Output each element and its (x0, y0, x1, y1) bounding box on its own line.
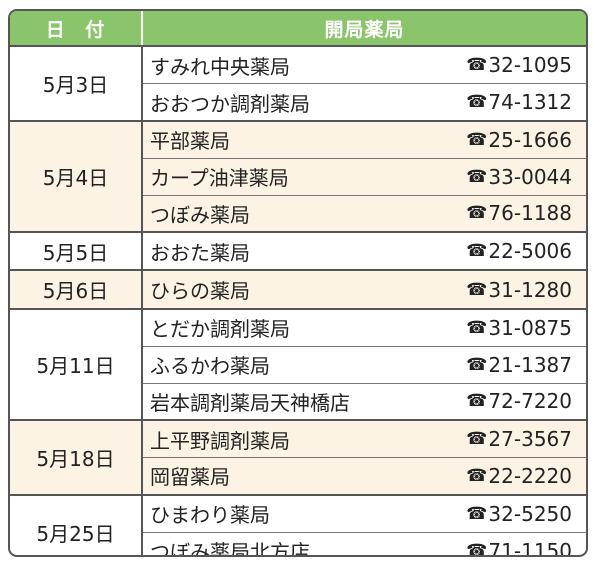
date-group: 5月5日 おおた薬局 ☎ 22-5006 (10, 230, 586, 270)
date-group: 5月25日 ひまわり薬局 ☎ 32-5250 つぼみ薬局北方店 ☎ 71-1150 (10, 493, 586, 557)
pharmacy-name: ひらの薬局 (150, 279, 250, 304)
table-row: 上平野調剤薬局 ☎ 27-3567 (143, 421, 586, 457)
pharmacy-name: 岡留薬局 (150, 465, 230, 490)
pharmacy-name: おおた薬局 (150, 240, 250, 265)
phone-icon: ☎ (466, 354, 488, 375)
pharmacy-name: おおつか調剤薬局 (150, 91, 310, 116)
phone-number: ☎ 72-7220 (466, 389, 572, 413)
phone-number-value: 71-1150 (488, 538, 572, 557)
phone-icon: ☎ (466, 391, 488, 412)
phone-number-value: 33-0044 (488, 164, 572, 189)
pharmacy-name: ふるかわ薬局 (150, 354, 270, 379)
phone-icon: ☎ (466, 55, 488, 76)
date-group: 5月11日 とだか調剤薬局 ☎ 31-0875 ふるかわ薬局 ☎ 21-1387 岩本調剤薬局… (10, 307, 586, 419)
phone-number-value: 31-1280 (488, 277, 572, 302)
phone-icon: ☎ (466, 129, 488, 150)
pharmacy-list: すみれ中央薬局 ☎ 32-1095 おおつか調剤薬局 ☎ 74-1312 (143, 47, 586, 120)
table-header: 日 付 開局薬局 (10, 11, 586, 45)
phone-number: ☎ 74-1312 (466, 90, 572, 114)
phone-number-value: 32-1095 (488, 53, 572, 78)
pharmacy-list: ひまわり薬局 ☎ 32-5250 つぼみ薬局北方店 ☎ 71-1150 (143, 496, 586, 557)
phone-number-value: 72-7220 (488, 389, 572, 414)
phone-number: ☎ 27-3567 (466, 427, 572, 451)
table-row: とだか調剤薬局 ☎ 31-0875 (143, 310, 586, 346)
phone-number: ☎ 25-1666 (466, 128, 572, 152)
pharmacy-schedule-table: 日 付 開局薬局 5月3日 すみれ中央薬局 ☎ 32-1095 おおつか調剤薬局 ☎ 74-… (8, 9, 588, 557)
table-row: おおた薬局 ☎ 22-5006 (143, 233, 586, 269)
phone-number-value: 76-1188 (488, 201, 572, 226)
phone-icon: ☎ (466, 166, 488, 187)
pharmacy-name: 上平野調剤薬局 (150, 428, 290, 453)
date-cell: 5月25日 (10, 495, 143, 555)
pharmacy-column-header: 開局薬局 (324, 18, 405, 41)
phone-number-value: 32-5250 (488, 501, 572, 526)
date-cell: 5月5日 (10, 232, 143, 270)
phone-number-value: 22-2220 (488, 463, 572, 488)
pharmacy-name: 岩本調剤薬局天神橋店 (150, 390, 350, 415)
pharmacy-name: つぼみ薬局北方店 (150, 540, 310, 557)
phone-icon: ☎ (466, 92, 488, 113)
pharmacy-name: 平部薬局 (150, 129, 230, 154)
date-column-header: 日 付 (10, 11, 143, 45)
phone-icon: ☎ (466, 203, 488, 224)
table-row: ひまわり薬局 ☎ 32-5250 (143, 496, 586, 532)
date-cell: 5月4日 (10, 121, 143, 231)
phone-number-value: 25-1666 (488, 127, 572, 152)
pharmacy-name: ひまわり薬局 (150, 503, 270, 528)
date-cell: 5月6日 (10, 271, 143, 308)
pharmacy-list: 上平野調剤薬局 ☎ 27-3567 岡留薬局 ☎ 22-2220 (143, 421, 586, 494)
phone-number: ☎ 31-1280 (466, 278, 572, 302)
table-row: 岩本調剤薬局天神橋店 ☎ 72-7220 (143, 382, 586, 419)
phone-number: ☎ 31-0875 (466, 316, 572, 340)
date-group: 5月18日 上平野調剤薬局 ☎ 27-3567 岡留薬局 ☎ 22-2220 (10, 418, 586, 494)
date-group: 5月6日 ひらの薬局 ☎ 31-1280 (10, 269, 586, 308)
table-body: 5月3日 すみれ中央薬局 ☎ 32-1095 おおつか調剤薬局 ☎ 74-1312 5月4日平… (10, 45, 586, 557)
table-row: ふるかわ薬局 ☎ 21-1387 (143, 346, 586, 382)
phone-number-value: 21-1387 (488, 352, 572, 377)
date-group: 5月4日 平部薬局 ☎ 25-1666 カープ油津薬局 ☎ 33-0044 つぼみ薬局 ☎ 76-… (10, 119, 586, 231)
phone-number-value: 31-0875 (488, 315, 572, 340)
pharmacy-list: ひらの薬局 ☎ 31-1280 (143, 271, 586, 307)
table-row: 岡留薬局 ☎ 22-2220 (143, 457, 586, 493)
date-cell: 5月3日 (10, 47, 143, 120)
phone-number: ☎ 71-1150 (466, 538, 572, 557)
table-row: 平部薬局 ☎ 25-1666 (143, 122, 586, 158)
phone-number: ☎ 76-1188 (466, 201, 572, 225)
phone-icon: ☎ (466, 317, 488, 338)
phone-number-value: 27-3567 (488, 427, 572, 452)
table-row: つぼみ薬局 ☎ 76-1188 (143, 194, 586, 231)
table-row: すみれ中央薬局 ☎ 32-1095 (143, 47, 586, 83)
phone-number: ☎ 32-5250 (466, 502, 572, 526)
table-row: おおつか調剤薬局 ☎ 74-1312 (143, 83, 586, 119)
phone-number: ☎ 33-0044 (466, 165, 572, 189)
phone-number-value: 74-1312 (488, 90, 572, 115)
phone-icon: ☎ (466, 465, 488, 486)
pharmacy-list: 平部薬局 ☎ 25-1666 カープ油津薬局 ☎ 33-0044 つぼみ薬局 ☎ 76-1188 (143, 122, 586, 231)
table-row: カープ油津薬局 ☎ 33-0044 (143, 158, 586, 194)
pharmacy-list: とだか調剤薬局 ☎ 31-0875 ふるかわ薬局 ☎ 21-1387 岩本調剤薬局天神橋店 ☎… (143, 310, 586, 419)
pharmacy-name: カープ油津薬局 (150, 166, 289, 191)
table-row: つぼみ薬局北方店 ☎ 71-1150 (143, 532, 586, 557)
pharmacy-list: おおた薬局 ☎ 22-5006 (143, 233, 586, 269)
phone-number-value: 22-5006 (488, 239, 572, 264)
date-cell: 5月18日 (10, 420, 143, 494)
pharmacy-name: すみれ中央薬局 (150, 54, 290, 79)
phone-number: ☎ 22-2220 (466, 464, 572, 488)
pharmacy-name: つぼみ薬局 (150, 202, 250, 227)
phone-icon: ☎ (466, 241, 488, 262)
phone-icon: ☎ (466, 279, 488, 300)
phone-icon: ☎ (466, 429, 488, 450)
phone-icon: ☎ (466, 503, 488, 524)
phone-icon: ☎ (466, 540, 488, 557)
pharmacy-name: とだか調剤薬局 (150, 317, 290, 342)
table-row: ひらの薬局 ☎ 31-1280 (143, 271, 586, 307)
phone-number: ☎ 32-1095 (466, 53, 572, 77)
phone-number: ☎ 22-5006 (466, 239, 572, 263)
date-cell: 5月11日 (10, 309, 143, 419)
date-group: 5月3日 すみれ中央薬局 ☎ 32-1095 おおつか調剤薬局 ☎ 74-1312 (10, 45, 586, 120)
phone-number: ☎ 21-1387 (466, 353, 572, 377)
